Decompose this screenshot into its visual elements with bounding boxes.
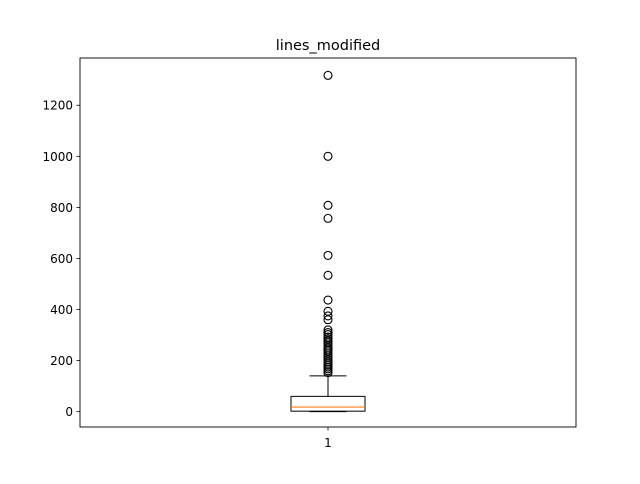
outlier-point [323, 325, 333, 335]
outlier-point [323, 250, 333, 260]
outlier-point [323, 213, 333, 223]
outlier-point [323, 295, 333, 305]
chart-title: lines_modified [276, 38, 380, 54]
x-tick-label: 1 [324, 436, 332, 450]
plot-frame [79, 57, 577, 428]
y-tick-label: 600 [50, 252, 73, 266]
y-tick-label: 1200 [42, 99, 73, 113]
outlier-point [323, 200, 333, 210]
y-tick-label: 800 [50, 201, 73, 215]
outlier-point [323, 315, 333, 325]
outlier-point [323, 270, 333, 280]
y-tick-label: 400 [50, 303, 73, 317]
outlier-point [323, 151, 333, 161]
y-tick-label: 0 [65, 405, 73, 419]
outlier-point [323, 70, 333, 80]
outlier-point [323, 368, 333, 378]
outlier-point [323, 311, 333, 321]
plot-layer: 0 200 400 600 800 1000 1200 1 [42, 70, 366, 450]
iqr-box [290, 395, 366, 412]
y-tick-label: 1000 [42, 150, 73, 164]
y-tick-label: 200 [50, 354, 73, 368]
